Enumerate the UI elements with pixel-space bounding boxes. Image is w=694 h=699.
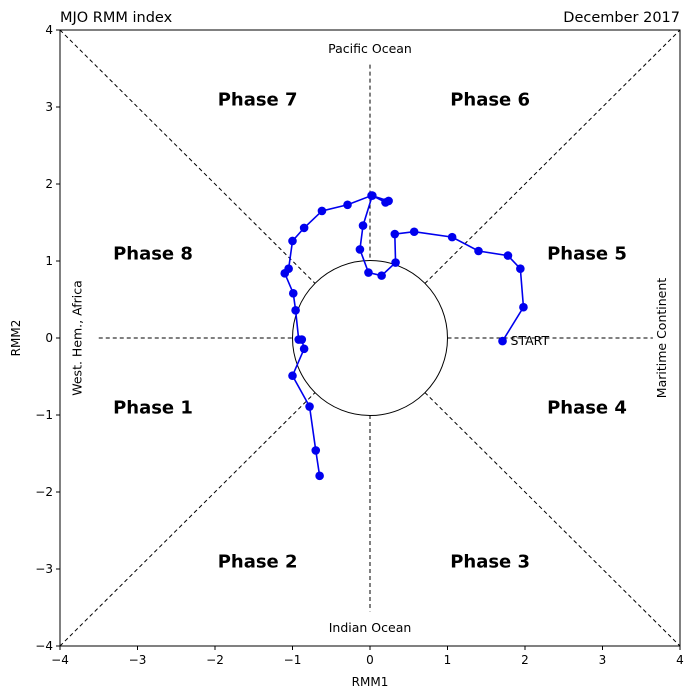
phase-label-3: Phase 3 — [450, 551, 530, 572]
y-tick-label: 1 — [45, 254, 53, 268]
y-tick-label: 4 — [45, 23, 53, 37]
region-label-right: Maritime Continent — [654, 278, 669, 398]
data-point — [384, 196, 393, 206]
y-tick-label: −1 — [35, 408, 53, 422]
start-label: START — [511, 333, 550, 348]
diagonal-guide-sw — [59, 392, 316, 647]
phase-label-5: Phase 5 — [547, 243, 627, 264]
y-tick-label: −2 — [35, 485, 53, 499]
y-tick-label: −3 — [35, 562, 53, 576]
y-tick-label: 3 — [45, 100, 53, 114]
series-line-0 — [283, 194, 525, 476]
data-point — [288, 289, 298, 298]
x-tick-label: 2 — [521, 653, 529, 667]
x-tick-label: −3 — [129, 653, 147, 667]
phase-label-7: Phase 7 — [218, 89, 298, 110]
data-point — [367, 191, 376, 200]
diagonal-guide-se — [424, 392, 681, 647]
phase-label-1: Phase 1 — [113, 397, 193, 418]
region-label-top: Pacific Ocean — [328, 41, 412, 56]
data-point — [447, 232, 457, 242]
data-point — [305, 402, 314, 411]
diagonal-guide-nw — [59, 29, 316, 284]
data-point — [355, 245, 365, 254]
data-point — [297, 335, 307, 344]
data-point — [299, 344, 309, 354]
data-point — [288, 371, 297, 381]
chart-title-right: December 2017 — [563, 10, 680, 26]
x-tick-label: 3 — [599, 653, 607, 667]
data-point — [503, 251, 513, 260]
data-point — [291, 305, 300, 315]
x-axis-label: RMM1 — [352, 675, 389, 689]
axis-ticks: −4−4 −3 −3 −2 −2 −1 −1 0 0 1 1 2 2 3 3 4 4 — [35, 23, 684, 667]
data-point — [317, 206, 327, 216]
x-tick-label: −1 — [284, 653, 302, 667]
unit-circle — [292, 260, 448, 416]
phase-label-8: Phase 8 — [113, 243, 193, 264]
series-layer: START — [280, 191, 550, 481]
y-axis-label: RMM2 — [9, 320, 23, 357]
data-point — [288, 236, 297, 246]
diagonal-guide-ne — [424, 29, 681, 284]
plot-frame — [59, 29, 681, 647]
data-point — [280, 269, 290, 278]
x-tick-label: 0 — [366, 653, 374, 667]
x-tick-label: −4 — [51, 653, 69, 667]
y-tick-label: −4 — [35, 639, 53, 653]
data-point — [311, 446, 321, 455]
phase-guides — [59, 29, 681, 647]
x-tick-label: −2 — [206, 653, 224, 667]
data-point — [364, 268, 373, 277]
x-tick-label: 4 — [676, 653, 684, 667]
data-point — [516, 264, 525, 274]
chart-title-left: MJO RMM index — [60, 10, 173, 26]
data-point — [343, 200, 352, 210]
data-point — [498, 336, 507, 346]
region-labels: Pacific Ocean Indian Ocean West. Hem., Afr… — [70, 41, 669, 635]
region-label-left: West. Hem., Africa — [70, 280, 85, 396]
data-point — [474, 246, 483, 256]
data-point — [391, 258, 400, 267]
data-point — [390, 229, 400, 239]
phase-labels: Phase 1 Phase 2 Phase 3 Phase 4 Phase 5 Phase… — [113, 89, 627, 572]
y-tick-label: 0 — [45, 331, 53, 345]
data-point — [409, 227, 419, 237]
x-tick-label: 1 — [444, 653, 452, 667]
data-point — [377, 271, 386, 280]
y-tick-label: 2 — [45, 177, 53, 191]
phase-label-2: Phase 2 — [218, 551, 298, 572]
data-point — [519, 302, 528, 312]
data-point — [358, 221, 368, 230]
phase-label-6: Phase 6 — [450, 89, 530, 110]
data-point — [315, 471, 324, 481]
region-label-bottom: Indian Ocean — [329, 620, 412, 635]
phase-label-4: Phase 4 — [547, 397, 627, 418]
data-point — [299, 223, 309, 233]
